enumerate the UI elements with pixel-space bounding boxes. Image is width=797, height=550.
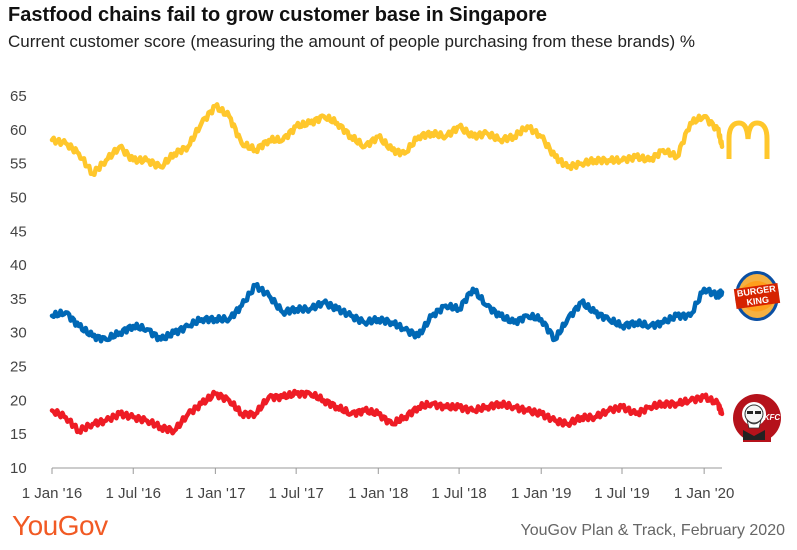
source-note: YouGov Plan & Track, February 2020 xyxy=(520,522,785,539)
x-tick-label: 1 Jul '17 xyxy=(268,485,323,502)
kfc-series-line xyxy=(49,388,725,436)
svg-text:KING: KING xyxy=(746,294,770,307)
x-tick-label: 1 Jul '16 xyxy=(106,485,161,502)
x-tick-label: 1 Jul '18 xyxy=(431,485,486,502)
y-tick-label: 35 xyxy=(10,291,27,308)
y-tick-label: 65 xyxy=(10,88,27,105)
mcdonalds-series-line xyxy=(49,102,725,178)
y-tick-label: 50 xyxy=(10,189,27,206)
y-tick-label: 60 xyxy=(10,122,27,139)
y-tick-label: 20 xyxy=(10,392,27,409)
y-tick-label: 40 xyxy=(10,257,27,274)
y-tick-label: 15 xyxy=(10,426,27,443)
x-tick-label: 1 Jan '16 xyxy=(22,485,82,502)
yougov-logo: YouGov xyxy=(12,510,108,541)
y-axis: 10 15 20 25 30 35 40 45 50 55 60 65 xyxy=(10,88,27,477)
burger-king-series-line xyxy=(49,281,725,344)
x-axis: 1 Jan '16 1 Jul '16 1 Jan '17 1 Jul '17 1 Ja… xyxy=(22,467,734,502)
y-tick-label: 30 xyxy=(10,325,27,342)
x-tick-label: 1 Jan '17 xyxy=(185,485,245,502)
y-tick-label: 10 xyxy=(10,460,27,477)
mcdonalds-logo-icon xyxy=(726,120,770,159)
y-tick-label: 25 xyxy=(10,359,27,376)
svg-text:KFC: KFC xyxy=(764,413,781,422)
burger-king-logo-icon: BURGER KING xyxy=(733,271,781,321)
chart-title: Fastfood chains fail to grow customer ba… xyxy=(8,4,547,26)
kfc-logo-icon: KFC xyxy=(733,394,781,442)
x-tick-label: 1 Jan '18 xyxy=(348,485,408,502)
chart-subtitle: Current customer score (measuring the am… xyxy=(8,32,695,51)
y-tick-label: 45 xyxy=(10,223,27,240)
x-tick-label: 1 Jul '19 xyxy=(594,485,649,502)
x-tick-label: 1 Jan '20 xyxy=(674,485,734,502)
x-tick-label: 1 Jan '19 xyxy=(511,485,571,502)
series-lines xyxy=(49,102,725,436)
y-tick-label: 55 xyxy=(10,156,27,173)
